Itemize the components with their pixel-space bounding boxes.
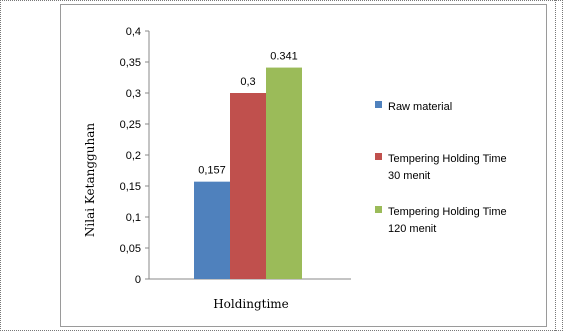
legend-label-2: Tempering Holding Time xyxy=(388,153,507,165)
bar-2 xyxy=(230,93,266,279)
legend-swatch-3 xyxy=(375,206,382,213)
y-tick-label: 0,2 xyxy=(126,150,141,162)
y-tick-label: 0,15 xyxy=(120,181,141,193)
y-tick-label: 0,05 xyxy=(120,243,141,255)
bar-3 xyxy=(266,67,302,279)
legend-label-1: Raw material xyxy=(388,101,452,113)
legend-swatch-1 xyxy=(375,101,382,108)
y-tick-label: 0 xyxy=(135,274,141,286)
y-tick-label: 0,25 xyxy=(120,119,141,131)
legend-swatch-2 xyxy=(375,153,382,160)
legend-label-3: 120 menit xyxy=(388,223,436,235)
bar-chart: Nilai Ketangguhan Holdingtime 0 0,05 0,1 0,… xyxy=(83,26,507,311)
y-axis: 0 0,05 0,1 0,15 0,2 0,25 0,3 0,35 0,4 xyxy=(120,26,351,286)
bar-1 xyxy=(194,181,230,279)
legend-label-2: 30 menit xyxy=(388,170,430,182)
legend: Raw material Tempering Holding Time 30 men… xyxy=(375,101,507,235)
y-tick-label: 0,35 xyxy=(120,57,141,69)
data-label-2: 0,3 xyxy=(240,76,255,88)
y-tick-label: 0,1 xyxy=(126,212,141,224)
y-axis-label: Nilai Ketangguhan xyxy=(83,123,97,237)
data-label-1: 0,157 xyxy=(198,165,226,177)
legend-label-3: Tempering Holding Time xyxy=(388,206,507,218)
y-tick-label: 0,3 xyxy=(126,88,141,100)
y-tick-label: 0,4 xyxy=(126,26,141,38)
chart-frame: Nilai Ketangguhan Holdingtime 0 0,05 0,1 0,… xyxy=(60,4,547,327)
bars-group: 0,157 0,3 0.341 xyxy=(194,51,302,279)
x-axis-label: Holdingtime xyxy=(213,297,289,311)
data-label-3: 0.341 xyxy=(270,51,298,63)
page-margin-line xyxy=(555,0,556,331)
